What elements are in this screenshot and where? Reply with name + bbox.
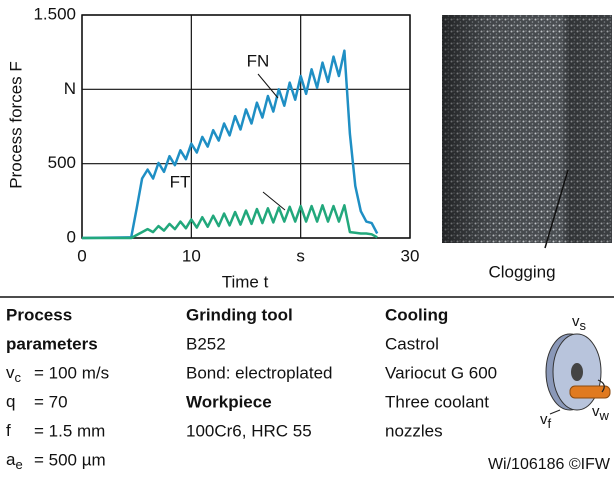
cell: = 500 µm xyxy=(34,450,106,469)
heading: Workpiece xyxy=(186,392,272,411)
symbol: ae xyxy=(6,450,23,472)
series-label: FT xyxy=(170,172,191,191)
symbol: q xyxy=(6,392,15,411)
line xyxy=(81,49,379,240)
leader xyxy=(262,191,286,211)
symbol: vc xyxy=(6,363,22,385)
symbol-sub: e xyxy=(15,457,22,472)
symbol-letter: q xyxy=(6,392,15,411)
x-tick-label: 10 xyxy=(182,246,201,265)
symbol-letter: v xyxy=(540,411,548,428)
heading: Grinding tool xyxy=(186,305,293,324)
y-axis-label: Process forces F xyxy=(6,61,25,189)
symbol-letter: v xyxy=(6,363,15,382)
x-tick-label: s xyxy=(296,246,305,265)
cell: = 70 xyxy=(34,392,68,411)
footer: Wi/106186 ©IFW xyxy=(488,456,611,473)
cell: B252 xyxy=(186,334,226,353)
symbol-sub: s xyxy=(580,318,587,333)
photo: Clogging xyxy=(442,15,612,281)
y-tick-label: 1.500 xyxy=(33,4,76,23)
symbol-letter: v xyxy=(572,313,580,330)
y-tick-label: N xyxy=(64,79,76,98)
photo-label: Clogging xyxy=(488,262,555,281)
x-tick-label: 0 xyxy=(77,246,86,265)
symbol: vf xyxy=(540,411,552,431)
cell: Castrol xyxy=(385,334,439,353)
plot-frame xyxy=(81,14,411,239)
symbol: vs xyxy=(572,313,587,333)
wheel-icon xyxy=(545,333,611,415)
y-tick-label: 0 xyxy=(67,227,76,246)
heading: Cooling xyxy=(385,305,448,324)
symbol: vw xyxy=(592,403,610,423)
leader xyxy=(257,73,279,99)
heading: parameters xyxy=(6,334,98,353)
x-axis-label: Time t xyxy=(222,272,269,291)
symbol-letter: v xyxy=(592,403,600,420)
x-tick-label: 30 xyxy=(401,246,420,265)
cell: = 100 m/s xyxy=(34,363,109,382)
symbol: f xyxy=(6,421,11,440)
y-tick-label: 500 xyxy=(48,153,76,172)
cell: 100Cr6, HRC 55 xyxy=(186,421,312,440)
symbol-sub: w xyxy=(599,408,610,423)
cell: = 1.5 mm xyxy=(34,421,105,440)
line xyxy=(82,204,378,240)
heading: Process xyxy=(6,305,72,324)
cell: Three coolant xyxy=(385,392,489,411)
cell: Bond: electroplated xyxy=(186,363,333,382)
symbol-letter: a xyxy=(6,450,16,469)
series-label: FN xyxy=(247,51,270,70)
cell: Variocut G 600 xyxy=(385,363,497,382)
symbol-sub: c xyxy=(15,370,22,385)
cell: nozzles xyxy=(385,421,443,440)
symbol-letter: f xyxy=(6,421,11,440)
symbol-sub: f xyxy=(548,416,552,431)
